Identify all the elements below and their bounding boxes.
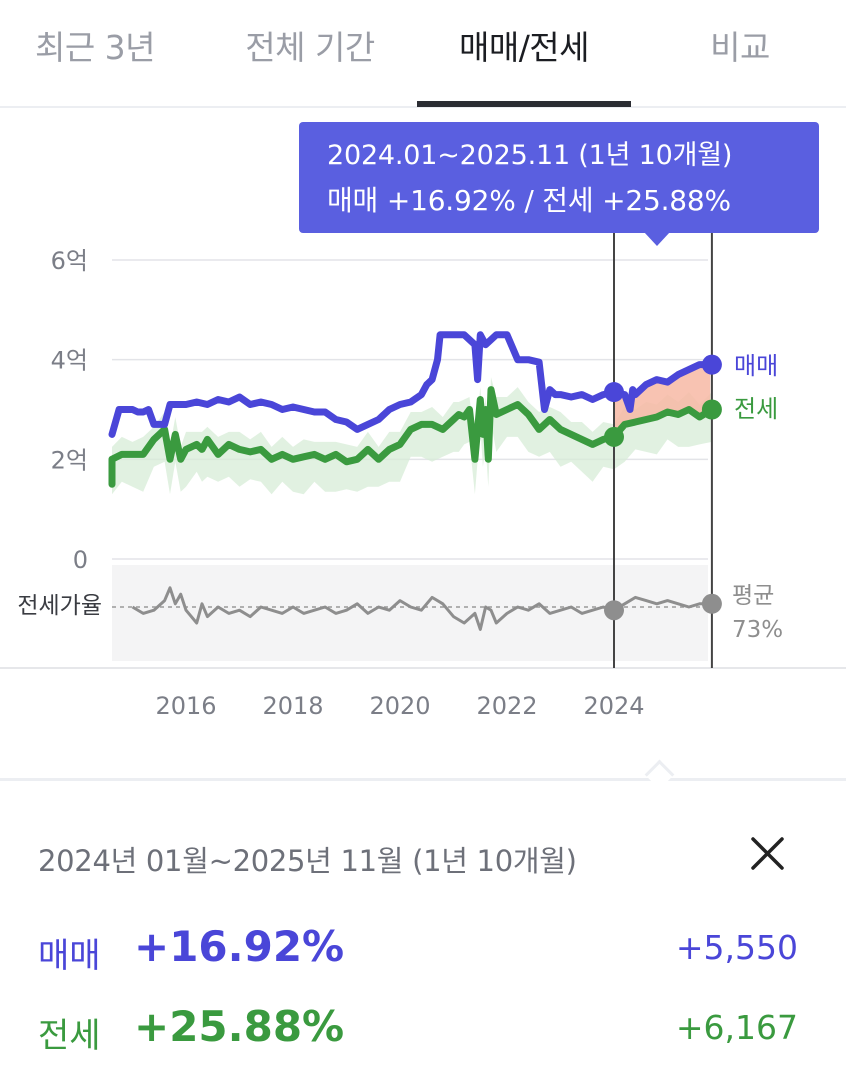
tab-compare[interactable]: 비교 xyxy=(710,28,770,67)
x-tick-label: 2016 xyxy=(155,692,216,720)
y-tick-label: 2억 xyxy=(51,446,88,474)
sale-start-point xyxy=(604,382,624,403)
panel-notch xyxy=(644,759,675,790)
rent-area-fill xyxy=(112,377,712,495)
sale-end-label: 매매 xyxy=(734,352,778,380)
x-tick-label: 2022 xyxy=(476,692,537,720)
sale-summary-row: 매매 +16.92% +5,550 xyxy=(38,922,798,982)
sale-end-point xyxy=(701,354,722,375)
tooltip-arrow xyxy=(644,232,670,246)
summary-period: 2024년 01월~2025년 11월 (1년 10개월) xyxy=(38,844,577,878)
tooltip-period: 2024.01~2025.11 (1년 10개월) xyxy=(327,140,733,171)
y-tick-label: 6억 xyxy=(51,247,88,275)
rent-start-point xyxy=(604,426,624,447)
ratio-axis-label: 전세가율 xyxy=(17,593,102,619)
range-tooltip: 2024.01~2025.11 (1년 10개월) 매매 +16.92% / 전… xyxy=(299,122,819,233)
ratio-avg-label: 평균 xyxy=(732,583,774,609)
ratio-avg-value: 73% xyxy=(732,617,783,643)
rent-end-point xyxy=(701,399,722,420)
y-tick-label: 0 xyxy=(73,546,88,574)
x-tick-label: 2018 xyxy=(262,692,323,720)
sale-percent: +16.92% xyxy=(134,922,345,971)
rent-percent: +25.88% xyxy=(134,1002,345,1051)
tab-sale-rent[interactable]: 매매/전세 xyxy=(458,28,590,67)
rent-series-line xyxy=(108,386,716,488)
rent-label: 전세 xyxy=(38,1016,101,1056)
x-tick-label: 2020 xyxy=(369,692,430,720)
y-tick-label: 4억 xyxy=(51,347,88,375)
section-divider xyxy=(0,778,846,781)
rent-summary-row: 전세 +25.88% +6,167 xyxy=(38,1002,798,1062)
close-icon[interactable] xyxy=(744,830,794,880)
tooltip-changes: 매매 +16.92% / 전세 +25.88% xyxy=(327,184,731,217)
tab-all-period[interactable]: 전체 기간 xyxy=(245,28,375,67)
x-tick-label: 2024 xyxy=(583,692,644,720)
rent-end-label: 전세 xyxy=(734,395,778,423)
rent-amount: +6,167 xyxy=(675,1008,798,1047)
sale-amount: +5,550 xyxy=(675,928,798,967)
sale-label: 매매 xyxy=(38,936,101,976)
active-tab-indicator xyxy=(417,101,631,107)
ratio-start-point xyxy=(604,600,624,621)
ratio-end-point xyxy=(701,593,722,614)
tab-recent-3-years[interactable]: 최근 3년 xyxy=(34,28,156,67)
tab-bar: 최근 3년 전체 기간 매매/전세 비교 xyxy=(0,0,846,108)
